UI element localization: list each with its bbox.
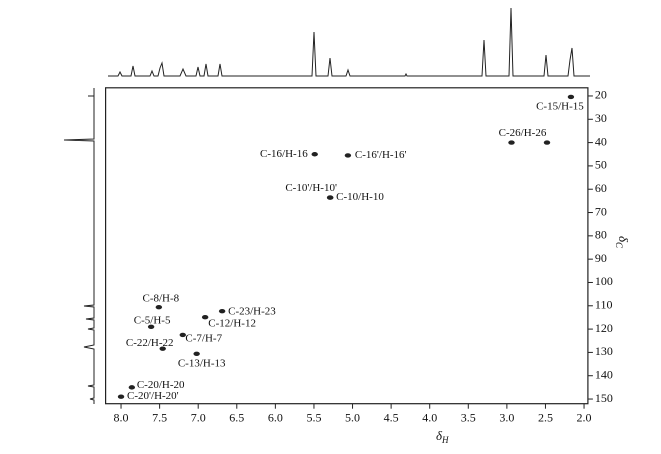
y-axis-label: δC (614, 236, 631, 249)
y-tick-label: 80 (595, 228, 607, 242)
peak-label: C-12/H-12 (208, 318, 256, 330)
cross-peak (344, 153, 352, 158)
y-tick-label: 130 (595, 344, 613, 358)
y-tick-label: 100 (595, 274, 613, 288)
peak-label: C-20'/H-20' (127, 390, 179, 402)
peak-label: C-15/H-15 (536, 100, 584, 112)
cross-peak (218, 308, 226, 314)
cross-peak (311, 152, 318, 157)
peak-label: C-8/H-8 (143, 293, 180, 305)
y-label-main: δ (616, 236, 631, 243)
peak-label: C-22/H-22 (126, 337, 174, 349)
y-tick-label: 50 (595, 158, 607, 172)
y-tick-label: 70 (595, 204, 607, 218)
y-tick-label: 30 (595, 111, 607, 125)
cross-peak (155, 304, 163, 310)
cross-peak (543, 140, 551, 145)
x-tick-label: 3.5 (461, 410, 476, 424)
y-tick-label: 140 (595, 367, 613, 381)
y-tick-label: 110 (595, 298, 613, 312)
x-tick-label: 2.5 (538, 410, 553, 424)
x-tick-label: 6.0 (268, 410, 283, 424)
svg-text:δH: δH (436, 428, 449, 445)
y-tick-label: 120 (595, 321, 613, 335)
y-tick-label: 60 (595, 181, 607, 195)
x-tick-label: 3.0 (499, 410, 514, 424)
plot-frame (104, 87, 589, 405)
x-tick-label: 2.0 (577, 410, 592, 424)
cross-peak (117, 394, 125, 399)
x-tick-label: 4.0 (422, 410, 437, 424)
cross-peak (193, 351, 200, 357)
x-tick-label: 7.0 (191, 410, 206, 424)
x-tick-label: 8.0 (114, 410, 129, 424)
cross-peak (201, 315, 209, 320)
peak-label: C-5/H-5 (134, 314, 171, 326)
y-tick-label: 20 (595, 88, 607, 102)
cross-peak (179, 332, 186, 338)
x-label-sub: H (441, 435, 449, 445)
peak-label: C-10/H-10 (336, 191, 384, 203)
left-projection (63, 88, 95, 404)
cross-peak (326, 195, 334, 200)
x-tick-label: 6.5 (229, 410, 244, 424)
y-tick-label: 90 (595, 251, 607, 265)
x-tick-label: 5.0 (345, 410, 360, 424)
peak-label: C-10'/H-10' (285, 182, 337, 194)
x-axis-label: δH (436, 428, 449, 445)
peak-label: C-13/H-13 (178, 357, 226, 369)
y-tick-label: 150 (595, 391, 613, 405)
cross-peak (567, 94, 575, 100)
y-tick-label: 40 (595, 134, 607, 148)
svg-text:δC: δC (614, 236, 631, 249)
top-projection (108, 7, 590, 77)
peak-label: C-16'/H-16' (355, 149, 407, 161)
x-tick-label: 5.5 (306, 410, 321, 424)
x-tick-label: 7.5 (152, 410, 167, 424)
cross-peak (508, 140, 515, 145)
x-label-main: δ (436, 428, 443, 443)
peak-label: C-20/H-20 (137, 379, 185, 391)
cross-peak (147, 324, 155, 329)
peak-label: C-16/H-16 (260, 148, 308, 160)
peak-label: C-7/H-7 (185, 332, 222, 344)
x-tick-label: 4.5 (384, 410, 399, 424)
cross-peak (159, 346, 166, 351)
y-label-sub: C (614, 242, 624, 249)
cross-peak (128, 385, 136, 390)
peak-label: C-26/H-26 (499, 127, 547, 139)
peak-label: C-23/H-23 (228, 306, 276, 318)
